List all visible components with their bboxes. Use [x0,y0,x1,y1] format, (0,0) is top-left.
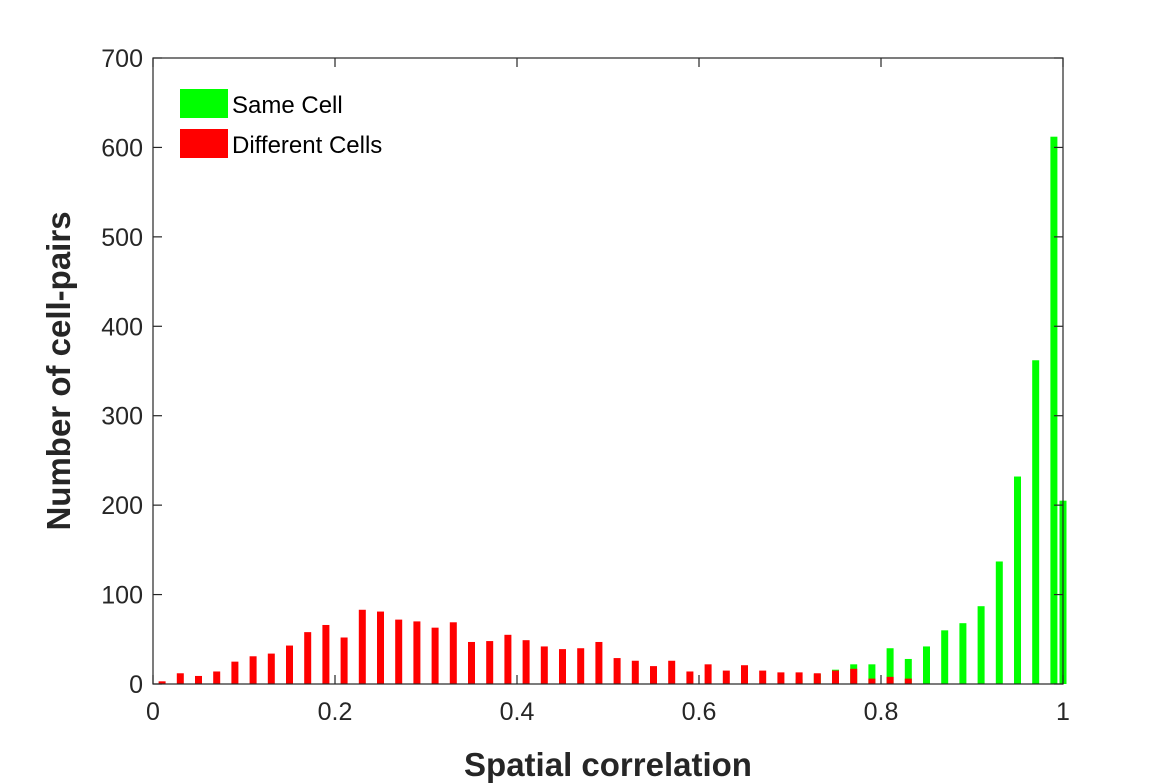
y-tick-label-0: 0 [129,671,143,699]
y-tick-label-3: 300 [101,403,143,431]
bar-series-1-6 [267,653,275,684]
bar-series-1-2 [195,675,202,684]
bar-series-1-30 [704,664,712,684]
bar-series-0-11 [995,561,1003,684]
y-tick-label-5: 500 [101,224,143,252]
x-tick-label-2: 0.4 [500,698,535,726]
legend-swatch-different-cells [180,129,228,158]
bar-series-1-8 [304,632,312,684]
bar-series-1-34 [777,672,785,684]
y-axis-title: Number of cell-pairs [40,211,77,530]
bar-series-1-35 [795,672,803,684]
bar-series-1-5 [249,656,257,684]
bar-series-1-21 [540,646,548,684]
bar-series-1-15 [431,627,439,684]
bar-series-1-28 [668,660,676,684]
bar-series-0-8 [941,630,949,684]
bar-series-0-6 [904,658,912,684]
legend: Same Cell Different Cells [180,89,382,159]
bar-series-1-16 [449,622,457,684]
y-tick-label-2: 200 [101,492,143,520]
bar-series-1-38 [850,668,858,684]
y-tick-label-6: 600 [101,134,143,162]
bar-series-1-17 [468,641,475,684]
y-tick-label-4: 400 [101,313,143,341]
bar-series-0-7 [923,646,930,684]
bar-series-0-4 [868,664,876,684]
bar-series-1-9 [322,624,330,684]
bar-series-1-19 [504,634,512,684]
bar-series-1-39 [868,678,876,684]
bar-series-0-10 [977,606,985,684]
bar-series-0-12 [1014,476,1021,684]
bar-series-1-36 [813,673,821,684]
y-axis: 0 100 200 300 400 500 600 700 [101,45,1063,699]
x-tick-label-3: 0.6 [682,698,717,726]
bar-series-1-24 [595,641,603,684]
x-tick-label-5: 1 [1056,698,1070,726]
bar-series-1-32 [741,665,748,684]
legend-label-same-cell: Same Cell [232,92,343,119]
bar-series-1-41 [904,678,912,684]
legend-swatch-same-cell [180,89,228,118]
bar-series-0-14 [1050,136,1058,684]
bar-series-1-22 [559,649,566,684]
bar-series-1-27 [650,666,657,684]
bar-series-1-29 [686,671,694,684]
bars-layer [158,136,1067,684]
bar-series-0-9 [959,623,967,684]
bar-series-1-40 [886,676,894,684]
plot-frame [152,57,1064,685]
bar-series-0-5 [886,648,894,684]
bar-series-1-13 [395,619,403,684]
bar-series-1-25 [613,658,621,684]
y-tick-label-7: 700 [101,45,143,73]
bar-series-1-1 [176,673,184,684]
x-tick-label-0: 0 [146,698,160,726]
bar-series-1-0 [158,681,166,684]
bar-series-1-26 [631,660,639,684]
x-tick-label-1: 0.2 [318,698,353,726]
bar-series-0-13 [1032,360,1040,684]
bar-series-1-4 [231,661,239,684]
bar-series-1-23 [577,648,585,684]
bar-series-1-18 [486,641,494,684]
bar-series-1-10 [340,637,348,684]
plot-background [153,58,1063,684]
bar-series-1-7 [286,645,293,684]
y-tick-label-1: 100 [101,582,143,610]
bar-series-1-11 [358,609,366,684]
bar-series-1-12 [377,611,384,684]
bar-series-1-14 [413,621,421,684]
bar-series-1-37 [832,670,839,684]
bar-series-1-33 [759,670,767,684]
legend-label-different-cells: Different Cells [232,132,382,159]
x-tick-label-4: 0.8 [864,698,899,726]
bar-series-1-3 [213,671,221,684]
x-axis-title: Spatial correlation [464,746,752,783]
x-axis: 0 0.2 0.4 0.6 0.8 1 [146,58,1070,726]
bar-series-1-31 [722,670,730,684]
bar-series-1-20 [522,640,530,684]
